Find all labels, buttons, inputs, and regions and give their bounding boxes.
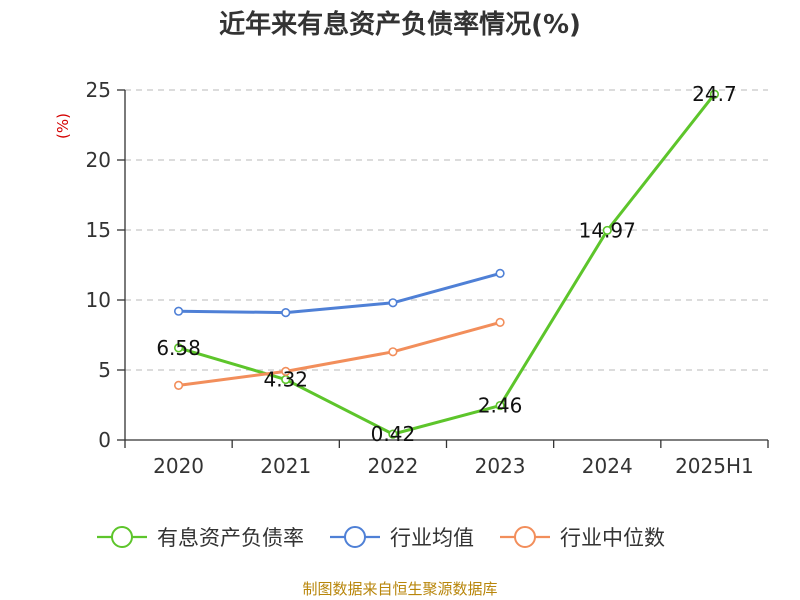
legend-item-2[interactable]: 行业中位数 xyxy=(500,526,665,550)
x-tick-label: 2025H1 xyxy=(675,454,754,478)
x-tick-label: 2021 xyxy=(260,454,311,478)
y-tick-label: 0 xyxy=(98,428,111,452)
y-axis-label: (%) xyxy=(54,113,72,139)
legend-label: 行业中位数 xyxy=(560,526,665,550)
y-tick-label: 10 xyxy=(86,288,111,312)
data-point xyxy=(495,400,505,411)
y-tick-label: 15 xyxy=(86,218,111,242)
data-point xyxy=(709,89,720,99)
data-point xyxy=(495,268,505,279)
data-point xyxy=(173,306,184,316)
axes: 0 5 10 15 20 25 2020 2021 2022 2023 2024 2025H1 xyxy=(86,78,769,478)
x-tick-label: 2023 xyxy=(475,454,526,478)
data-label: 6.58 xyxy=(156,336,201,360)
y-tick-label: 25 xyxy=(86,78,111,102)
data-label: 2.46 xyxy=(478,394,523,418)
x-tick-label: 2024 xyxy=(582,454,633,478)
data-point xyxy=(388,429,398,439)
series-line-1 xyxy=(178,271,501,315)
y-tick-label: 5 xyxy=(98,358,111,382)
legend-label: 行业均值 xyxy=(390,526,474,550)
data-point xyxy=(173,380,184,391)
grid xyxy=(125,89,768,371)
x-tick-label: 2022 xyxy=(367,454,418,478)
legend-marker-icon xyxy=(344,526,366,548)
x-tick-label: 2020 xyxy=(153,454,204,478)
legend-label: 有息资产负债率 xyxy=(157,526,304,550)
legend-item-1[interactable]: 行业均值 xyxy=(330,526,474,550)
data-point xyxy=(173,343,184,353)
data-point xyxy=(281,366,291,377)
series-line-2 xyxy=(178,320,501,387)
data-label: 0.42 xyxy=(371,422,416,446)
data-label: 24.7 xyxy=(692,82,737,106)
source-note: 制图数据来自恒生聚源数据库 xyxy=(302,580,497,598)
data-point xyxy=(495,317,505,328)
chart-title: 近年来有息资产负债率情况(%) xyxy=(219,9,581,40)
data-label: 14.97 xyxy=(579,218,636,242)
series-line-0 xyxy=(178,93,716,436)
data-point xyxy=(388,347,398,357)
y-tick-label: 20 xyxy=(86,148,111,172)
data-point xyxy=(388,298,398,308)
data-labels: 6.58 4.32 0.42 2.46 14.97 24.7 xyxy=(156,82,736,446)
legend-marker-icon xyxy=(514,526,536,548)
legend-item-0[interactable]: 有息资产负债率 xyxy=(97,526,304,550)
legend[interactable]: 有息资产负债率 行业均值 行业中位数 xyxy=(97,526,665,550)
data-point xyxy=(602,225,612,236)
data-point xyxy=(281,308,291,318)
series-lines xyxy=(173,89,720,439)
data-label: 4.32 xyxy=(263,368,308,392)
legend-marker-icon xyxy=(111,526,133,548)
